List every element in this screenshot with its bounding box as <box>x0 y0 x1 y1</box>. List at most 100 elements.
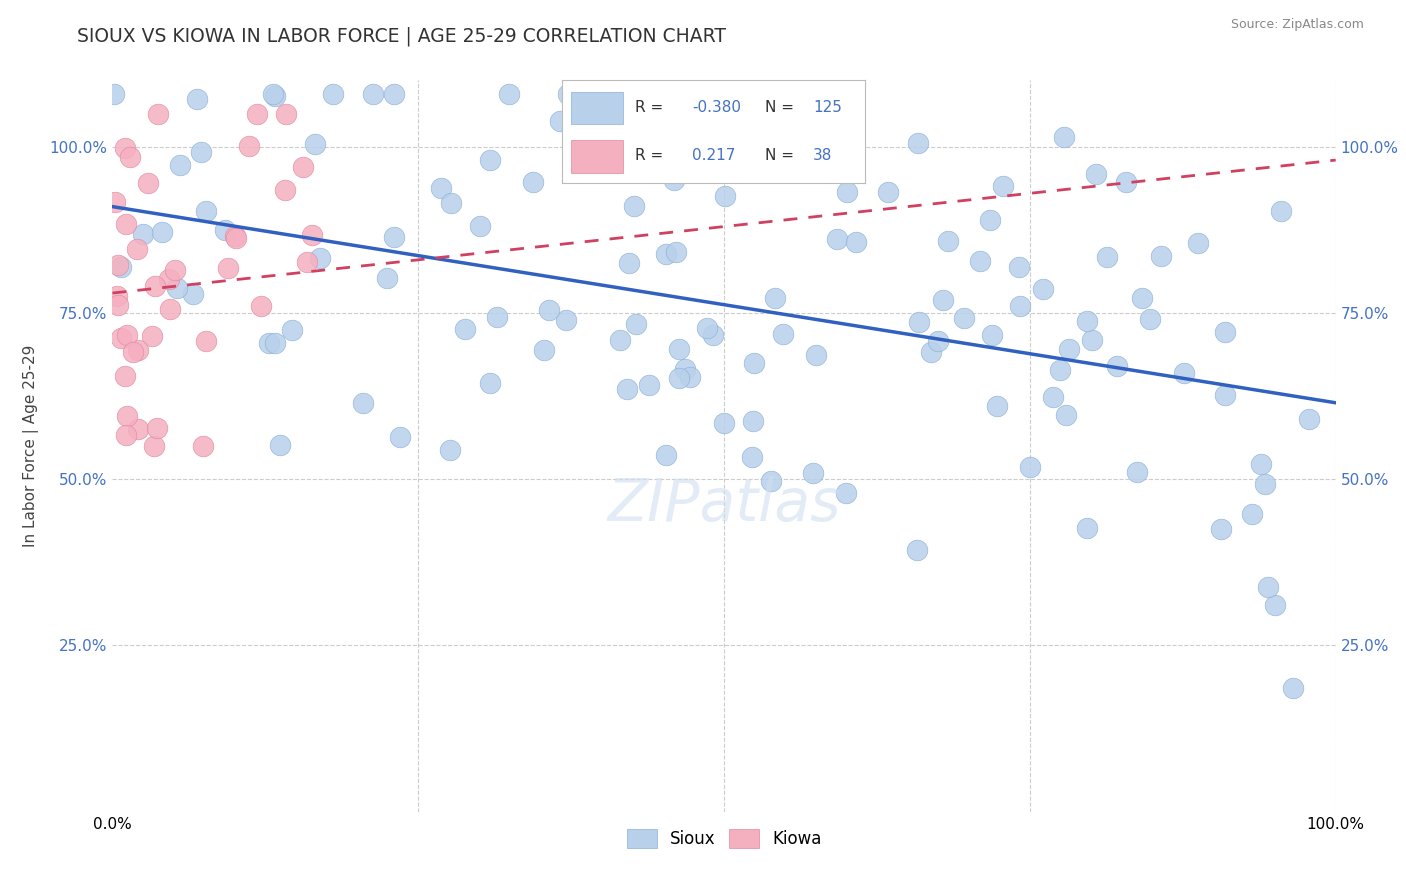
Point <box>136 176 159 190</box>
Point <box>159 302 181 317</box>
Point <box>150 225 173 239</box>
Point <box>114 141 136 155</box>
Point <box>225 230 247 244</box>
Point <box>1250 457 1272 471</box>
Point <box>238 139 260 153</box>
Point <box>301 228 323 243</box>
Point <box>1264 598 1286 612</box>
Point <box>979 212 1001 227</box>
Point <box>969 253 991 268</box>
Point <box>454 322 477 336</box>
Point <box>246 106 269 120</box>
Point <box>217 261 239 276</box>
Point <box>740 154 762 169</box>
Point <box>1042 390 1064 404</box>
Point <box>1049 363 1071 377</box>
Point <box>107 258 129 272</box>
Point <box>993 179 1015 194</box>
Point <box>132 227 155 241</box>
Point <box>683 87 706 101</box>
Point <box>624 317 647 331</box>
Point <box>907 315 929 329</box>
Text: N =: N = <box>765 148 794 162</box>
Point <box>1056 408 1078 422</box>
Text: ZIPatlas: ZIPatlas <box>607 476 841 533</box>
Point <box>650 157 672 171</box>
Point <box>1080 333 1102 347</box>
Text: 125: 125 <box>813 101 842 115</box>
Point <box>110 260 132 275</box>
Point <box>668 342 690 356</box>
Point <box>263 336 285 351</box>
Point <box>741 415 763 429</box>
Legend: Sioux, Kiowa: Sioux, Kiowa <box>620 822 828 855</box>
Point <box>304 136 326 151</box>
Point <box>662 172 685 186</box>
Point <box>146 106 169 120</box>
Point <box>115 217 138 231</box>
Point <box>845 235 868 249</box>
Point <box>105 289 128 303</box>
Point <box>1115 175 1137 189</box>
Y-axis label: In Labor Force | Age 25-29: In Labor Force | Age 25-29 <box>22 345 38 547</box>
Point <box>250 299 273 313</box>
Point <box>269 438 291 452</box>
Point <box>146 420 169 434</box>
Point <box>281 322 304 336</box>
Point <box>835 186 858 200</box>
Point <box>382 230 405 244</box>
Point <box>117 409 139 423</box>
Point <box>308 252 330 266</box>
Point <box>127 422 149 436</box>
Point <box>1139 312 1161 326</box>
Point <box>533 343 555 357</box>
Point <box>685 87 707 101</box>
Point <box>1187 235 1209 250</box>
Point <box>907 136 929 150</box>
Point <box>827 232 849 246</box>
Point <box>927 334 949 348</box>
Point <box>742 356 765 370</box>
Point <box>169 158 191 172</box>
Point <box>274 106 297 120</box>
Point <box>292 161 315 175</box>
Point <box>127 343 149 358</box>
Point <box>801 467 824 481</box>
Point <box>668 370 690 384</box>
Point <box>623 198 645 212</box>
Point <box>606 87 628 101</box>
Text: R =: R = <box>636 101 664 115</box>
Point <box>554 313 576 327</box>
Point <box>936 234 959 248</box>
Point <box>194 203 217 218</box>
Point <box>548 114 571 128</box>
Point <box>468 219 491 234</box>
Point <box>1270 204 1292 219</box>
Point <box>637 378 659 392</box>
Point <box>1211 522 1233 536</box>
Point <box>264 89 287 103</box>
Point <box>655 448 678 462</box>
Point <box>1282 681 1305 695</box>
Point <box>522 175 544 189</box>
Point <box>322 87 344 101</box>
Point <box>1240 508 1263 522</box>
Point <box>214 223 236 237</box>
Point <box>163 263 186 277</box>
Point <box>191 439 214 453</box>
Point <box>224 229 246 244</box>
Point <box>1213 388 1236 402</box>
Point <box>1150 250 1173 264</box>
Point <box>166 280 188 294</box>
Point <box>297 255 319 269</box>
Point <box>665 245 688 260</box>
Point <box>440 196 463 211</box>
Point <box>143 439 166 453</box>
Point <box>120 150 142 164</box>
Point <box>103 87 125 101</box>
Point <box>702 328 724 343</box>
Point <box>117 327 139 342</box>
Point <box>141 329 163 343</box>
Point <box>1130 291 1153 305</box>
Point <box>981 328 1004 343</box>
